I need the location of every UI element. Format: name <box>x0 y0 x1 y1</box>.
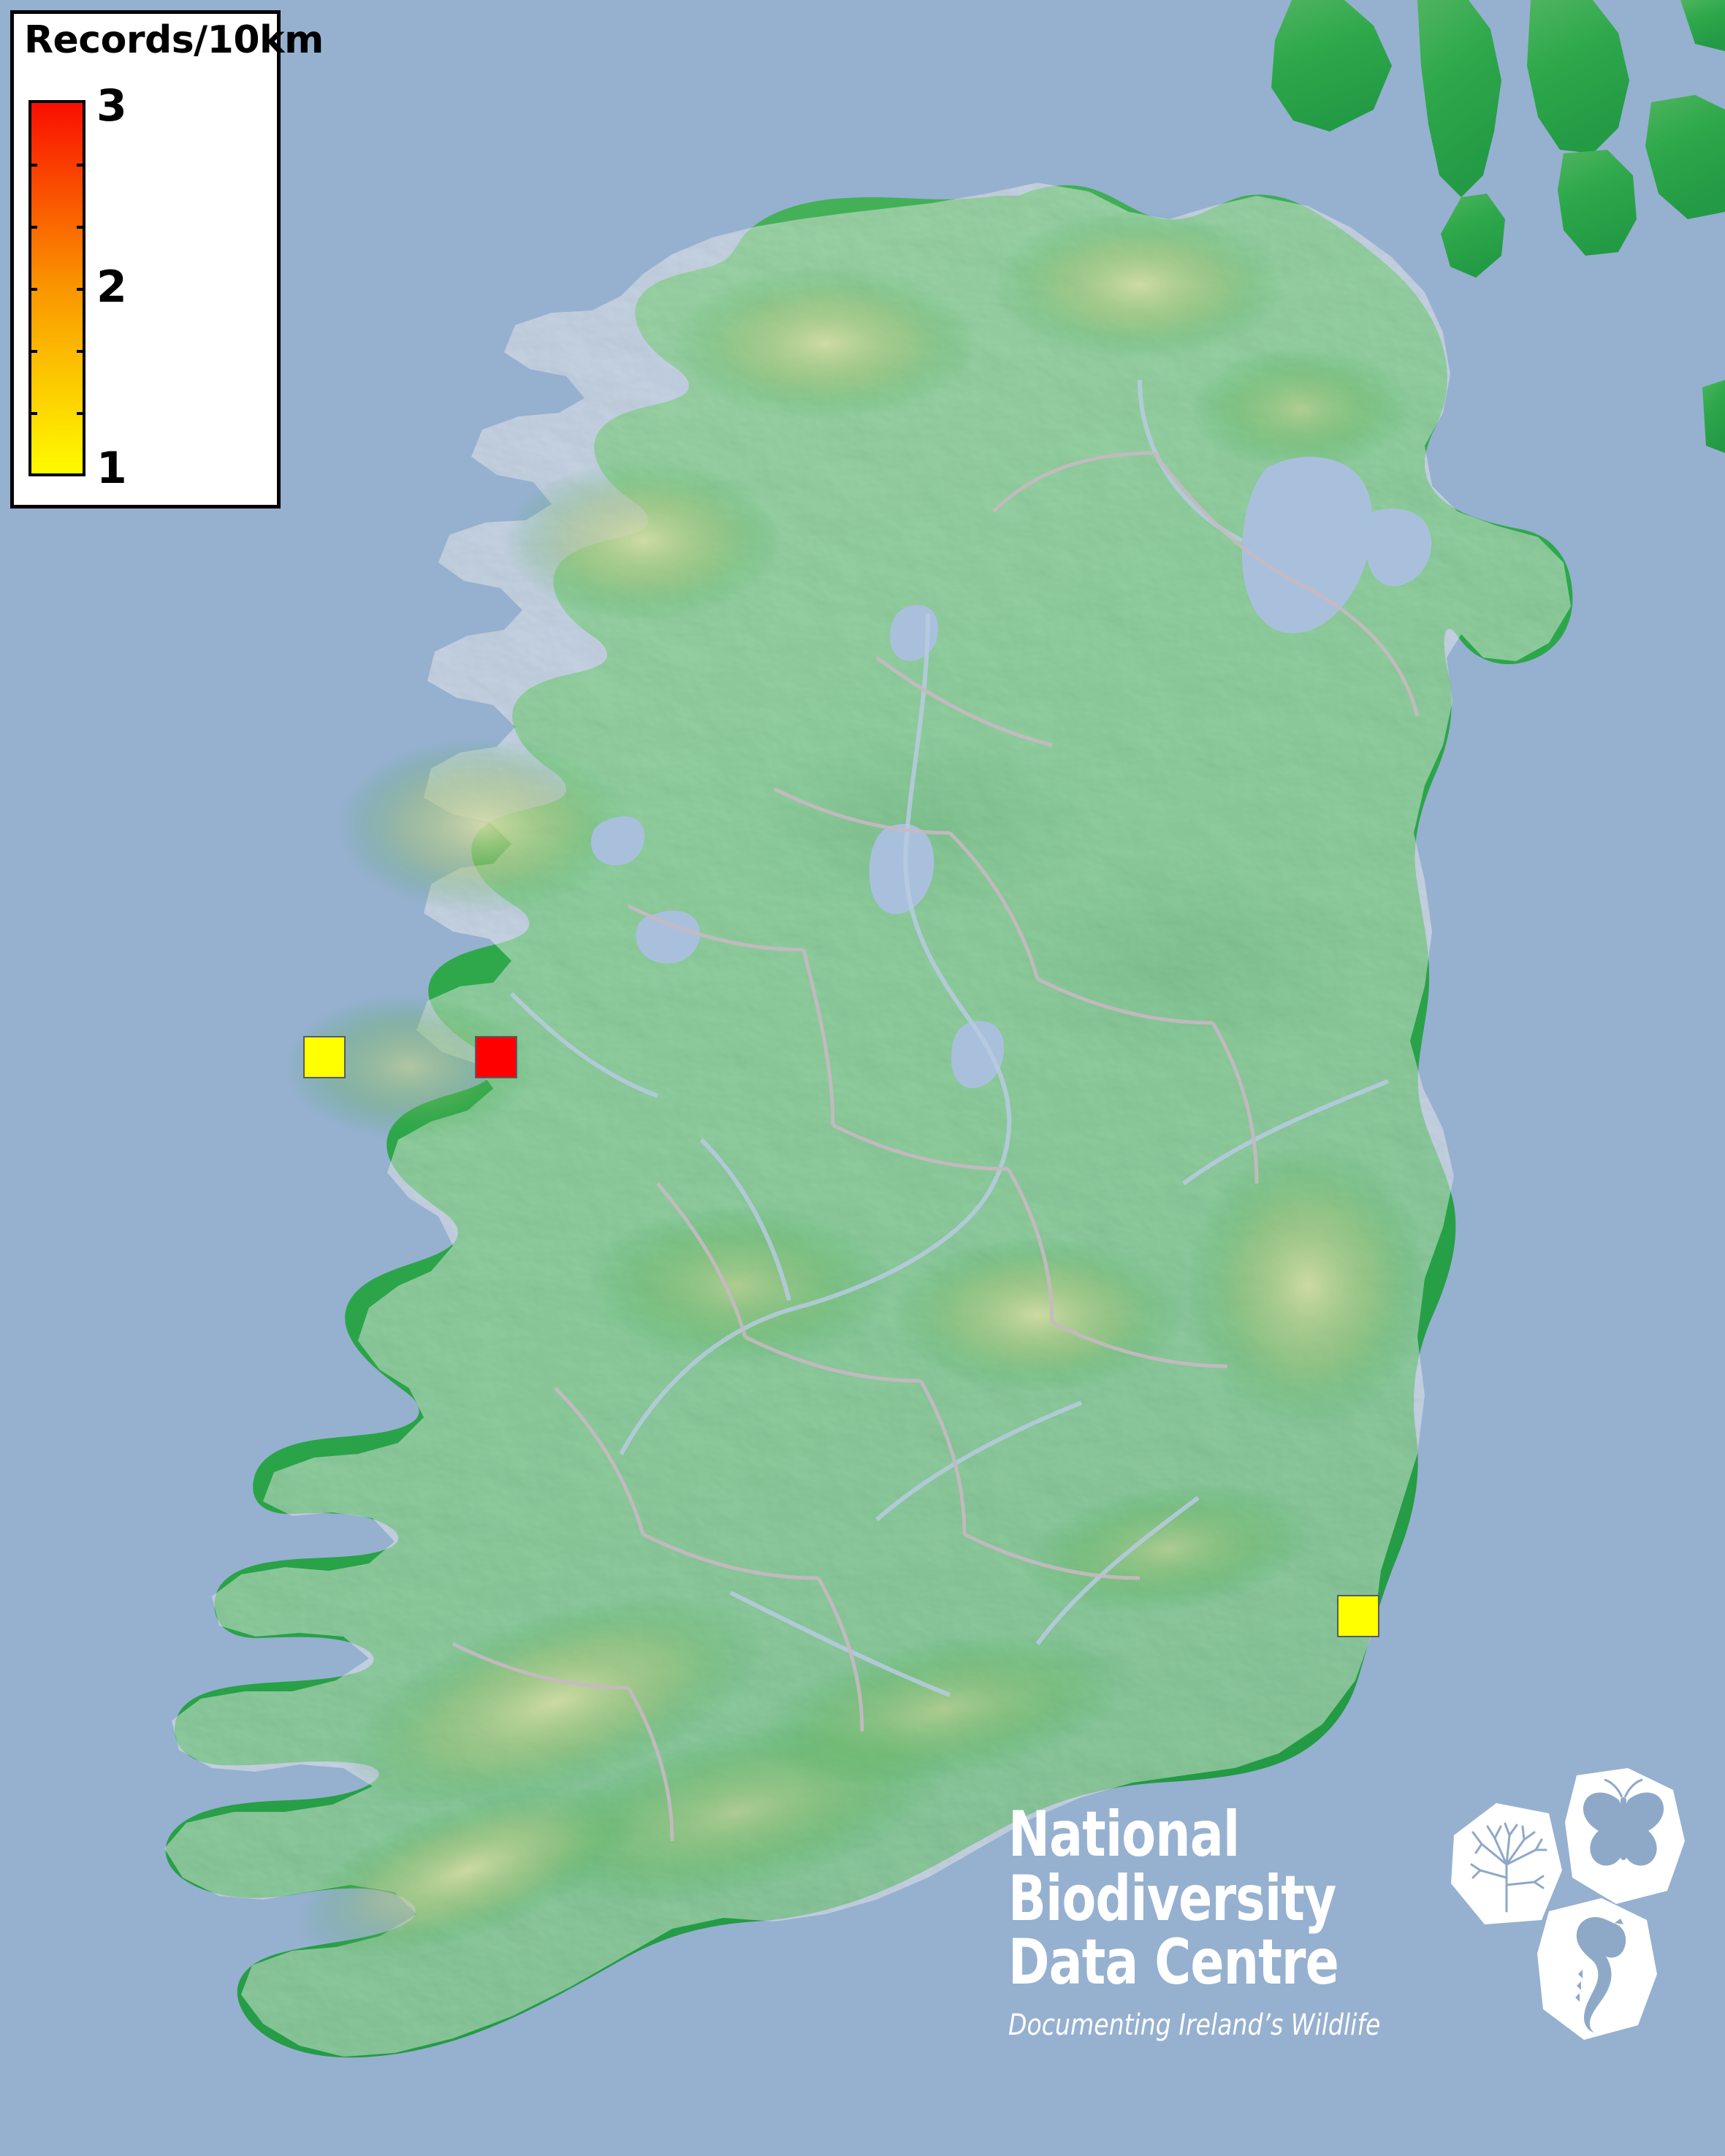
ramp-tick-right-5 <box>77 412 85 415</box>
logo-line-1: National <box>1008 1798 1240 1871</box>
butterfly-icon <box>1565 1768 1685 1904</box>
island-arran <box>1645 95 1725 219</box>
rivers <box>509 379 1390 1697</box>
island-jura <box>1417 0 1501 197</box>
island-fragment-ne <box>1680 0 1725 51</box>
lough-derg <box>951 1021 1005 1089</box>
ramp-tick-left-1 <box>28 164 37 167</box>
ramp-tick-right-1 <box>77 164 85 167</box>
island-jura-south <box>1441 194 1505 278</box>
ramp-tick-left-3 <box>28 288 37 291</box>
record-cell-southeast-coast[interactable] <box>1337 1595 1379 1637</box>
logo-wordmark: National Biodiversity Data Centre Docume… <box>1008 1798 1461 2043</box>
nbdc-logo: National Biodiversity Data Centre Docume… <box>1008 1768 1710 2133</box>
neighbouring-landmasses <box>1271 0 1725 453</box>
logo-line-2: Biodiversity <box>1008 1862 1336 1935</box>
seahorse-icon <box>1537 1898 1657 2040</box>
plant-umbel-icon <box>1451 1803 1562 1924</box>
map-legend: Records/10km 3 2 1 <box>10 10 324 508</box>
ramp-tick-right-3 <box>77 288 85 291</box>
ramp-tick-left-5 <box>28 412 37 415</box>
island-kintyre-south <box>1558 150 1637 256</box>
island-fragment-e <box>1702 380 1725 453</box>
logo-line-3: Data Centre <box>1008 1926 1339 2000</box>
inland-water <box>591 457 1432 1089</box>
lough-mask <box>591 816 645 866</box>
strangford-lough <box>1365 508 1432 587</box>
legend-label-3: 3 <box>96 80 127 132</box>
island-kintyre-north <box>1527 0 1629 153</box>
record-cell-galway-bay[interactable] <box>475 1036 517 1078</box>
island-islay <box>1271 0 1392 132</box>
logo-badges <box>1451 1768 1685 2040</box>
ramp-tick-right-4 <box>77 350 85 353</box>
record-cell-connemara-west[interactable] <box>303 1036 346 1078</box>
legend-title: Records/10km <box>24 18 324 62</box>
lough-corrib <box>636 910 700 964</box>
upland-shading <box>285 212 1428 1959</box>
ramp-tick-left-2 <box>28 226 37 229</box>
lough-ree <box>869 823 934 915</box>
legend-label-1: 1 <box>96 443 127 494</box>
logo-tagline: Documenting Ireland’s Wildlife <box>1008 2008 1381 2043</box>
ramp-tick-right-2 <box>77 226 85 229</box>
lough-neagh <box>1242 457 1373 633</box>
ramp-tick-left-4 <box>28 350 37 353</box>
county-borders <box>452 451 1420 1842</box>
legend-label-2: 2 <box>96 262 127 313</box>
